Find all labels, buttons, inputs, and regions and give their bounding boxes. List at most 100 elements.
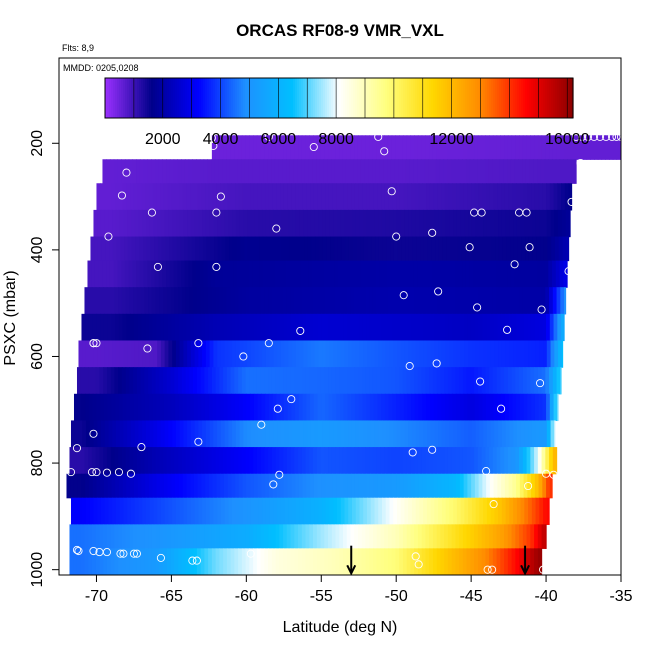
heatmap-cell	[186, 393, 191, 422]
heatmap-cell	[223, 548, 228, 575]
heatmap-cell	[348, 209, 353, 238]
heatmap-cell	[447, 287, 453, 315]
heatmap-cell	[134, 340, 140, 368]
heatmap-cell	[275, 287, 280, 315]
heatmap-cell	[523, 313, 528, 342]
heatmap-cell	[96, 313, 101, 342]
heatmap-cell	[160, 183, 165, 211]
heatmap-cell	[168, 497, 173, 525]
heatmap-cell	[212, 473, 217, 499]
heatmap-cell	[272, 183, 277, 211]
colorbar-swatch	[185, 78, 188, 118]
heatmap-cell	[429, 393, 435, 422]
heatmap-cell	[350, 524, 355, 549]
heatmap-cell	[396, 340, 402, 368]
heatmap-cell	[265, 183, 270, 211]
colorbar-swatch	[353, 78, 356, 118]
heatmap-cell	[355, 420, 361, 448]
heatmap-cell	[447, 135, 453, 160]
colorbar-swatch	[161, 78, 164, 118]
colorbar-swatch	[289, 78, 292, 118]
heatmap-cell	[170, 548, 175, 575]
heatmap-cell	[533, 260, 538, 288]
heatmap-cell	[218, 260, 223, 288]
colorbar-swatch	[357, 78, 360, 118]
heatmap-cell	[466, 135, 471, 160]
heatmap-cell	[394, 159, 400, 184]
heatmap-cell	[477, 447, 483, 475]
heatmap-cell	[473, 159, 478, 184]
heatmap-cell	[348, 497, 353, 525]
heatmap-cell	[526, 367, 531, 395]
heatmap-cell	[106, 367, 112, 395]
heatmap-cell	[443, 159, 448, 184]
heatmap-cell	[537, 287, 543, 315]
heatmap-cell	[485, 447, 490, 475]
heatmap-cell	[298, 367, 303, 395]
heatmap-cell	[151, 159, 156, 184]
heatmap-cell	[522, 524, 528, 549]
heatmap-cell	[387, 135, 393, 160]
colorbar-swatch	[139, 78, 142, 118]
heatmap-cell	[385, 340, 391, 368]
heatmap-cell	[283, 393, 289, 422]
heatmap-cell	[169, 236, 174, 262]
heatmap-cell	[448, 473, 453, 499]
heatmap-cell	[446, 236, 451, 262]
heatmap-cell	[347, 473, 352, 499]
sample-point	[216, 192, 225, 201]
heatmap-cell	[526, 447, 531, 475]
heatmap-cell	[435, 159, 441, 184]
heatmap-cell	[118, 183, 124, 211]
heatmap-cell	[380, 367, 385, 395]
heatmap-cell	[552, 287, 558, 315]
colorbar-swatch	[469, 78, 472, 118]
heatmap-cell	[88, 473, 94, 499]
heatmap-cell	[504, 393, 510, 422]
heatmap-cell	[207, 260, 212, 288]
heatmap-cell	[304, 260, 310, 288]
heatmap-cell	[141, 473, 146, 499]
heatmap-cell	[356, 236, 361, 262]
flights-note: Flts: 8,9	[62, 43, 94, 53]
colorbar-swatch	[173, 78, 176, 118]
heatmap-cell	[196, 548, 202, 575]
heatmap-cell	[350, 367, 355, 395]
heatmap-cell	[110, 287, 116, 315]
colorbar-swatch	[391, 78, 394, 118]
heatmap-cell	[376, 548, 382, 575]
heatmap-cell	[220, 497, 226, 525]
heatmap-cell	[246, 473, 251, 499]
heatmap-cell	[474, 313, 480, 342]
heatmap-cell	[283, 287, 288, 315]
heatmap-cell	[245, 524, 250, 549]
heatmap-cell	[296, 236, 301, 262]
heatmap-cell	[245, 287, 250, 315]
heatmap-cell	[142, 497, 147, 525]
colorbar-swatch	[559, 78, 562, 118]
heatmap-cell	[516, 473, 521, 499]
sample-point	[72, 545, 82, 554]
heatmap-cell	[342, 524, 348, 549]
heatmap-cell	[305, 135, 310, 160]
heatmap-cell	[230, 287, 235, 315]
heatmap-cell	[73, 447, 78, 475]
heatmap-cell	[374, 497, 379, 525]
heatmap-cell	[374, 340, 379, 368]
heatmap-cell	[245, 548, 250, 575]
heatmap-cell	[459, 524, 464, 549]
heatmap-cell	[526, 548, 531, 575]
heatmap-cell	[89, 497, 95, 525]
heatmap-cell	[492, 447, 498, 475]
heatmap-cell	[433, 313, 439, 342]
heatmap-cell	[512, 473, 517, 499]
heatmap-cell	[397, 236, 403, 262]
heatmap-cell	[496, 548, 501, 575]
heatmap-cell	[249, 524, 254, 549]
heatmap-cell	[155, 287, 161, 315]
heatmap-cell	[108, 340, 113, 368]
heatmap-cell	[179, 497, 184, 525]
heatmap-cell	[566, 236, 570, 262]
heatmap-cell	[148, 367, 153, 395]
heatmap-cell	[393, 209, 398, 238]
